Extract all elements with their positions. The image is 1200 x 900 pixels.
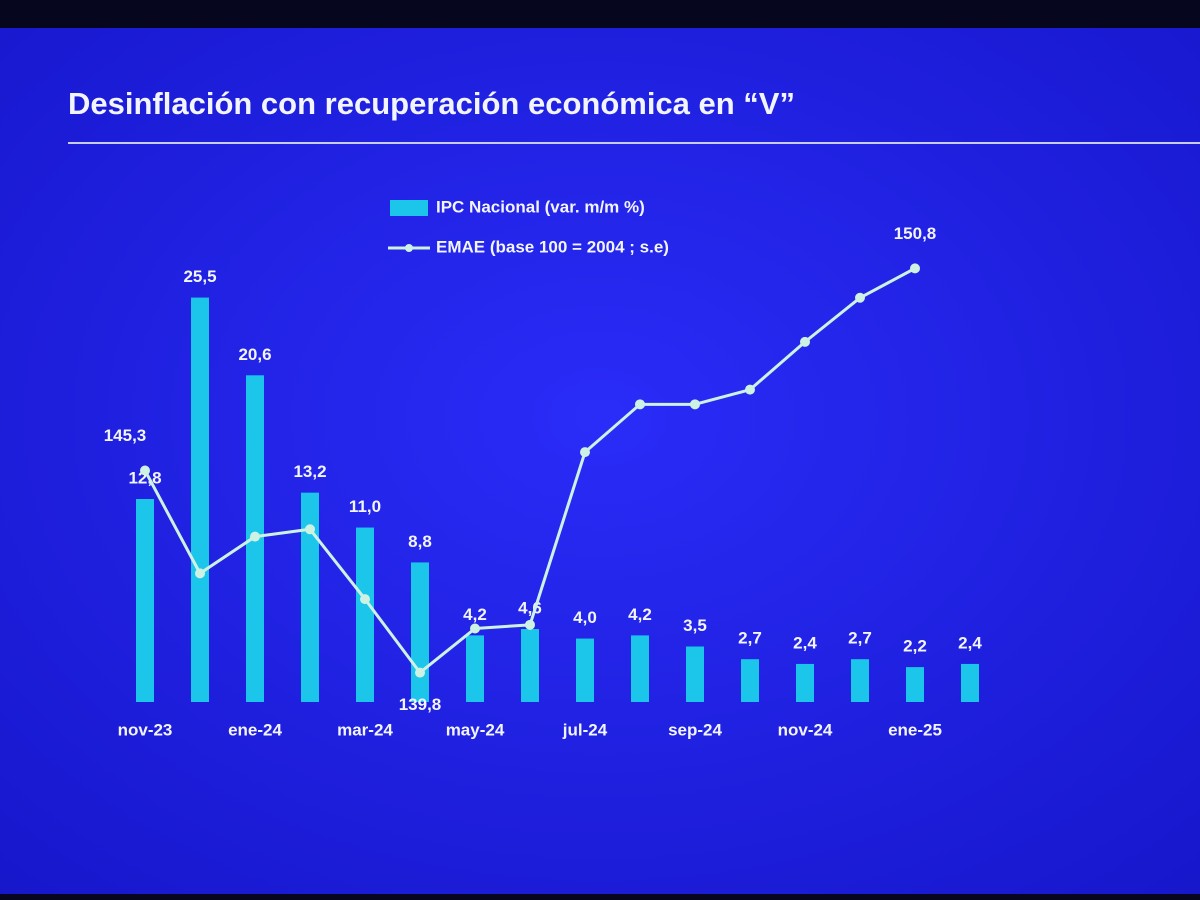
bar-value-label: 4,0 xyxy=(573,608,597,627)
bar xyxy=(191,297,209,702)
bar-value-label: 2,7 xyxy=(848,629,872,648)
line-point xyxy=(140,465,150,476)
bar xyxy=(961,663,979,702)
bar xyxy=(411,562,429,702)
line-point xyxy=(305,524,315,535)
bar-value-label: 2,4 xyxy=(958,633,982,652)
bar xyxy=(851,659,869,702)
bar xyxy=(576,638,594,702)
line-point xyxy=(415,667,425,678)
x-tick-label: ene-25 xyxy=(888,720,942,739)
legend-swatch xyxy=(405,244,413,252)
bar-value-label: 2,4 xyxy=(793,633,817,652)
line-point xyxy=(470,623,480,634)
bar xyxy=(796,663,814,702)
line-point xyxy=(635,399,645,410)
bar-value-label: 3,5 xyxy=(683,616,707,635)
line-value-label: 139,8 xyxy=(399,695,442,714)
bar xyxy=(521,629,539,702)
bar xyxy=(906,667,924,702)
bar-value-label: 25,5 xyxy=(183,267,216,286)
line-point xyxy=(690,399,700,410)
legend-label: EMAE (base 100 = 2004 ; s.e) xyxy=(436,237,669,256)
bar-value-label: 11,0 xyxy=(349,497,381,516)
bar xyxy=(466,635,484,702)
line-value-label: 150,8 xyxy=(894,224,937,243)
bar-value-label: 2,7 xyxy=(738,629,762,648)
x-tick-label: ene-24 xyxy=(228,720,282,739)
x-tick-label: may-24 xyxy=(446,720,505,739)
line-value-label: 145,3 xyxy=(104,426,147,445)
x-tick-label: nov-23 xyxy=(118,720,173,739)
x-tick-label: nov-24 xyxy=(778,720,833,739)
line-point xyxy=(250,531,260,542)
chart-title: Desinflación con recuperación económica … xyxy=(68,86,795,121)
bar xyxy=(356,527,374,702)
bar xyxy=(631,635,649,702)
slide xyxy=(0,28,1200,894)
x-tick-label: sep-24 xyxy=(668,720,722,739)
line-point xyxy=(855,292,865,303)
line-point xyxy=(800,336,810,347)
bar-value-label: 20,6 xyxy=(238,345,271,364)
bar xyxy=(741,659,759,702)
bar-value-label: 8,8 xyxy=(408,532,432,551)
bar xyxy=(136,498,154,702)
x-tick-label: jul-24 xyxy=(562,720,608,739)
line-point xyxy=(910,263,920,274)
legend-swatch xyxy=(390,200,428,216)
bar-value-label: 2,2 xyxy=(903,637,927,656)
bar xyxy=(686,646,704,702)
bar-value-label: 4,2 xyxy=(463,605,487,624)
bar-value-label: 13,2 xyxy=(293,462,326,481)
line-point xyxy=(745,384,755,395)
bar-value-label: 12,8 xyxy=(128,468,161,487)
line-point xyxy=(360,594,370,605)
x-tick-label: mar-24 xyxy=(337,720,393,739)
line-point xyxy=(580,447,590,458)
bar xyxy=(301,492,319,702)
line-point xyxy=(195,568,205,579)
line-point xyxy=(525,619,535,630)
legend-label: IPC Nacional (var. m/m %) xyxy=(436,197,645,216)
bar-value-label: 4,2 xyxy=(628,605,652,624)
